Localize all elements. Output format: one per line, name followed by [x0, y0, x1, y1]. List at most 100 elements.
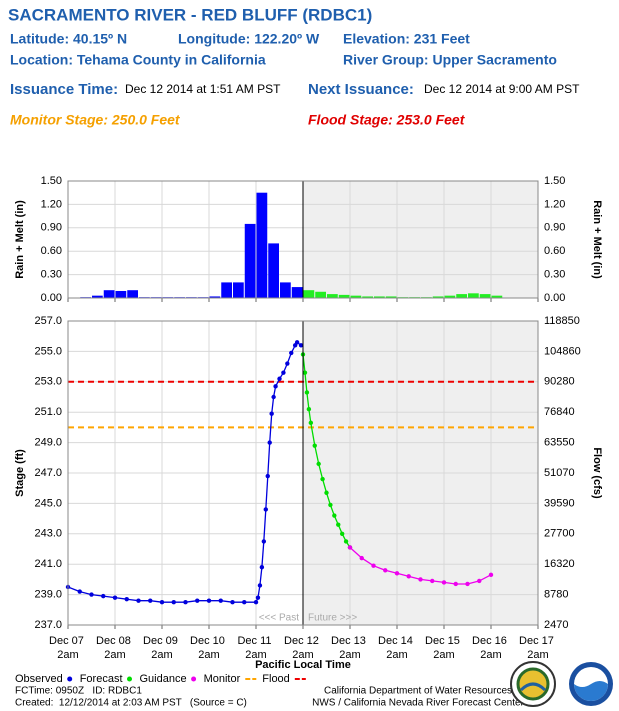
y-tick-label: 245.0 [34, 497, 62, 509]
series-point [136, 598, 141, 603]
series-point [257, 583, 263, 588]
series-point [277, 376, 282, 381]
series-point [265, 473, 270, 479]
series-point [294, 340, 300, 345]
x-tick-label: Dec 16 2am [472, 635, 510, 661]
series-point [406, 574, 411, 579]
bar [268, 243, 279, 298]
series-point [418, 577, 423, 582]
y-tick-label: 0.30 [41, 269, 62, 281]
x-tick-label: Dec 12 2am [284, 635, 322, 661]
bar [221, 282, 232, 298]
y-tick-label: 251.0 [34, 406, 62, 418]
series-point [347, 545, 353, 550]
series-point [324, 490, 329, 495]
issuance-label: Issuance Time: [10, 81, 118, 98]
elevation: Elevation: 231 Feet [343, 31, 470, 47]
bar [315, 291, 326, 298]
series-point [124, 596, 129, 602]
legend-label: Observed [15, 673, 63, 685]
series-point [281, 370, 286, 375]
x-tick-label: Dec 17 2am [519, 635, 557, 661]
y2-tick-label: 51070 [544, 467, 575, 479]
y-tick-label: 237.0 [34, 619, 62, 631]
y-tick-label: 0.00 [41, 292, 62, 304]
series-point [267, 440, 272, 445]
series-point [271, 394, 276, 400]
y-tick-label: 247.0 [34, 467, 62, 479]
x-tick-label: Dec 07 2am [49, 635, 87, 661]
x-tick-label: Dec 10 2am [190, 635, 228, 661]
future-label: Future >>> [308, 613, 357, 624]
y-axis-label-right: Rain + Melt (in) [591, 200, 603, 279]
flood-stage: Flood Stage: 253.0 Feet [308, 112, 466, 128]
bar [291, 287, 303, 298]
series-point [488, 572, 494, 578]
bar [256, 192, 268, 298]
series-point [430, 578, 435, 584]
next-time: Dec 12 2014 at 9:00 AM PST [424, 82, 580, 96]
longitude: Longitude: 122.20º W [178, 31, 320, 47]
y-tick-label: 257.0 [34, 315, 62, 327]
y-tick-label: 239.0 [34, 589, 62, 601]
series-point [304, 390, 310, 395]
noaa-logo [569, 662, 613, 706]
legend-label: Flood [262, 673, 290, 685]
series-point [77, 589, 82, 594]
monitor-stage: Monitor Stage: 250.0 Feet [10, 112, 181, 128]
legend-symbol [191, 676, 197, 682]
y-tick-label: 1.20 [41, 198, 62, 210]
river-group: River Group: Upper Sacramento [343, 52, 557, 68]
x-tick-label: Dec 09 2am [143, 635, 181, 661]
series-point [308, 420, 314, 426]
y-tick-label-right: 0.90 [544, 222, 565, 234]
dwr-logo [510, 661, 556, 707]
legend-label: Monitor [204, 673, 241, 685]
bar [115, 290, 127, 298]
y-tick-label-right: 1.50 [544, 175, 565, 187]
series-point [148, 598, 153, 603]
series-point [343, 539, 349, 544]
legend-symbol [127, 676, 132, 682]
bar [385, 296, 397, 298]
series-point [336, 522, 341, 527]
series-point [242, 600, 247, 605]
series-point [302, 370, 308, 375]
series-point [289, 350, 294, 356]
series-point [298, 343, 304, 348]
series-point [306, 406, 312, 412]
series-point [101, 593, 106, 599]
series-point [159, 600, 165, 605]
y-tick-label: 249.0 [34, 437, 62, 449]
y2-tick-label: 39590 [544, 497, 575, 509]
bar [209, 296, 221, 298]
bar [432, 296, 444, 298]
series-point [259, 565, 265, 570]
x-tick-label: Dec 15 2am [425, 635, 463, 661]
series-point [218, 598, 223, 603]
series-point [230, 600, 235, 605]
y-tick-label: 253.0 [34, 376, 62, 388]
series-point [339, 531, 345, 536]
agency: NWS / California Nevada River Forecast C… [312, 698, 524, 709]
series-point [441, 580, 447, 585]
y-axis-label: Stage (ft) [14, 449, 26, 497]
series-point [273, 384, 278, 389]
series-point [89, 592, 94, 597]
x-axis-label: Pacific Local Time [255, 659, 351, 671]
bar [374, 296, 385, 298]
plot-frame [67, 320, 539, 626]
series-point [383, 568, 388, 573]
y2-tick-label: 2470 [544, 619, 568, 631]
location: Location: Tehama County in California [10, 52, 266, 68]
y-axis-label: Rain + Melt (in) [14, 200, 26, 279]
y2-tick-label: 76840 [544, 406, 575, 418]
series-point [253, 600, 259, 605]
y2-tick-label: 118850 [544, 315, 580, 327]
bar [362, 296, 373, 298]
series-point [328, 502, 333, 508]
legend-symbol [67, 676, 73, 682]
bar [491, 295, 503, 298]
